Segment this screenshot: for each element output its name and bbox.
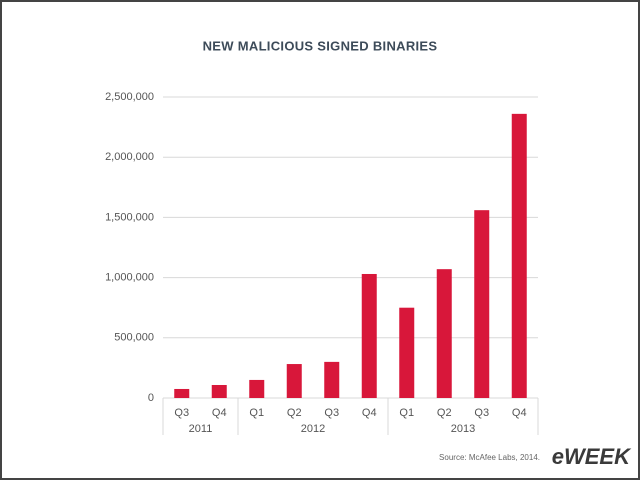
x-tick-label: Q1 xyxy=(399,407,414,419)
bar xyxy=(436,269,452,398)
y-tick-label: 2,000,000 xyxy=(105,151,154,163)
y-tick-label: 0 xyxy=(148,392,154,404)
x-tick-label: Q3 xyxy=(324,407,339,419)
bar xyxy=(211,384,227,398)
x-tick-label: Q4 xyxy=(362,407,377,419)
bar xyxy=(399,307,415,398)
x-tick-label: Q2 xyxy=(437,407,452,419)
x-tick-label: Q4 xyxy=(512,407,527,419)
x-tick-label: Q1 xyxy=(249,407,264,419)
source: Source: McAfee Labs, 2014. xyxy=(439,453,540,462)
bar xyxy=(511,113,527,398)
x-tick-label: Q3 xyxy=(474,407,489,419)
bar xyxy=(361,273,377,398)
x-group-label: 2012 xyxy=(301,423,325,435)
bar xyxy=(324,361,340,398)
y-tick-label: 1,500,000 xyxy=(105,211,154,223)
x-tick-label: Q3 xyxy=(174,407,189,419)
x-tick-label: Q2 xyxy=(287,407,302,419)
watermark: eWEEK xyxy=(552,444,632,469)
y-tick-label: 500,000 xyxy=(114,332,154,344)
y-tick-label: 1,000,000 xyxy=(105,272,154,284)
x-group-label: 2013 xyxy=(451,423,475,435)
chart-title: NEW MALICIOUS SIGNED BINARIES xyxy=(203,38,438,53)
bar xyxy=(249,379,265,398)
x-group-label: 2011 xyxy=(189,423,213,435)
bar xyxy=(174,388,190,398)
bar xyxy=(286,364,302,398)
bar xyxy=(474,210,490,398)
x-tick-label: Q4 xyxy=(212,407,227,419)
y-tick-label: 2,500,000 xyxy=(105,91,154,103)
